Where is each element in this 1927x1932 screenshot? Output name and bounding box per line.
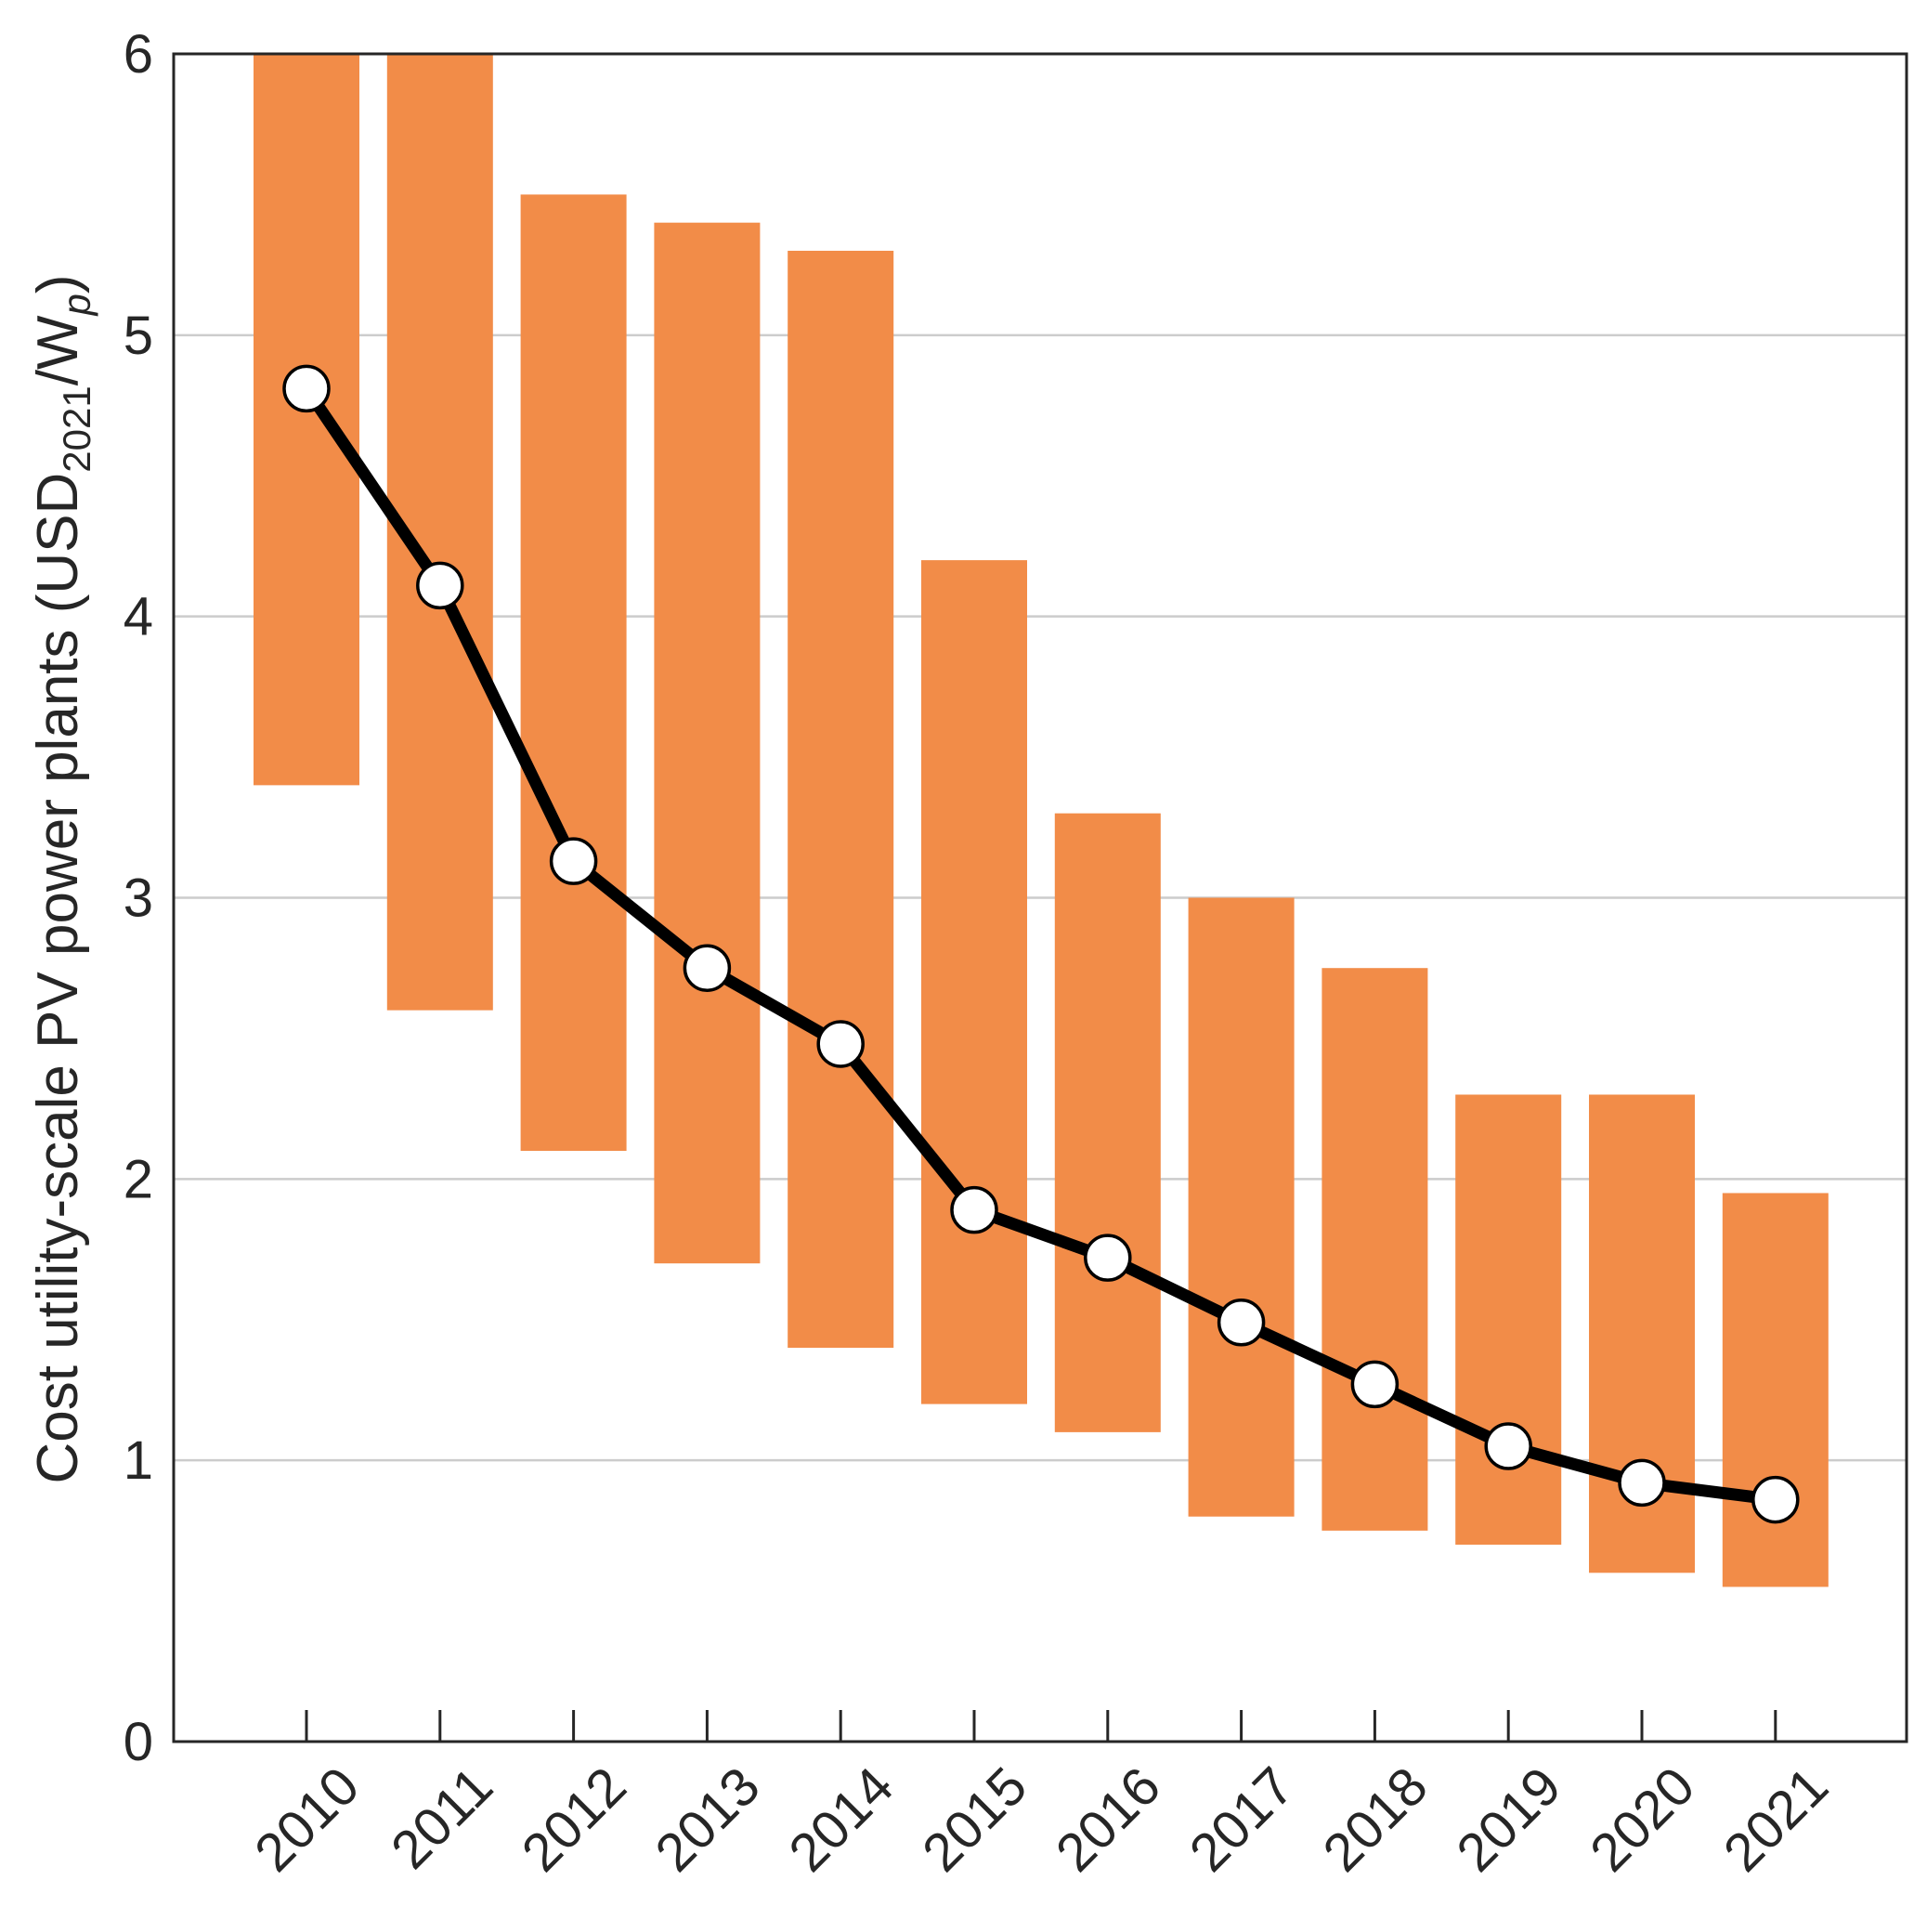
y-axis-label-mid: /W — [26, 315, 90, 385]
y-axis-label-main: Cost utility-scale PV power plants (USD — [26, 473, 90, 1484]
range-bar-2016 — [1054, 813, 1161, 1432]
range-bar-2017 — [1188, 897, 1295, 1517]
x-tick-label: 2011 — [380, 1756, 504, 1880]
range-bar-2015 — [921, 560, 1027, 1404]
marker-2021 — [1751, 1475, 1800, 1524]
y-tick-label: 5 — [124, 306, 153, 366]
range-bar-2021 — [1722, 1193, 1829, 1587]
y-tick-label: 6 — [124, 24, 153, 85]
y-axis-label: Cost utility-scale PV power plants (USD2… — [26, 274, 98, 1483]
x-tick-label: 2021 — [1712, 1756, 1840, 1883]
x-tick-label: 2018 — [1311, 1756, 1439, 1883]
y-tick-label: 3 — [124, 868, 153, 929]
range-bar-2012 — [520, 194, 627, 1152]
y-axis-label-sub: 2021 — [55, 385, 98, 472]
marker-2014 — [816, 1020, 865, 1068]
marker-2018 — [1350, 1360, 1400, 1409]
x-tick-label: 2015 — [911, 1756, 1038, 1883]
y-tick-label: 0 — [124, 1712, 153, 1772]
y-tick-label: 4 — [124, 587, 153, 647]
marker-2020 — [1618, 1458, 1666, 1508]
range-bar-2018 — [1322, 968, 1428, 1531]
range-bar-2010 — [254, 54, 359, 786]
x-tick-label: 2010 — [243, 1756, 371, 1883]
range-bars — [254, 54, 1829, 1587]
x-tick-label: 2020 — [1579, 1756, 1706, 1883]
marker-2012 — [549, 837, 598, 885]
x-tick-label: 2017 — [1178, 1756, 1306, 1883]
x-tick-label: 2012 — [511, 1756, 638, 1883]
marker-2017 — [1217, 1299, 1266, 1347]
marker-2010 — [282, 364, 331, 413]
y-axis-label-sub2: p — [55, 294, 98, 317]
plot-frame — [172, 52, 1908, 1743]
y-tick-label: 1 — [124, 1430, 153, 1491]
x-tick-label: 2014 — [777, 1756, 905, 1883]
marker-2019 — [1484, 1422, 1532, 1470]
y-axis-label-end: ) — [26, 274, 90, 294]
y-tick-labels: 0 1 2 3 4 5 6 — [124, 24, 153, 1772]
x-ticks: 2010 2011 2012 2013 2014 2015 2016 2017 2018 2019… — [243, 1710, 1840, 1883]
x-tick-label: 2019 — [1445, 1756, 1572, 1883]
marker-2015 — [950, 1185, 998, 1234]
marker-2013 — [683, 944, 732, 992]
range-bar-2014 — [788, 250, 894, 1349]
x-tick-label: 2016 — [1045, 1756, 1172, 1883]
x-tick-label: 2013 — [644, 1756, 771, 1883]
cost-markers — [282, 364, 1800, 1524]
range-bar-2019 — [1455, 1094, 1562, 1546]
y-tick-label: 2 — [124, 1149, 153, 1209]
marker-2011 — [416, 561, 464, 610]
range-bar-2013 — [654, 222, 761, 1264]
marker-2016 — [1084, 1234, 1132, 1282]
